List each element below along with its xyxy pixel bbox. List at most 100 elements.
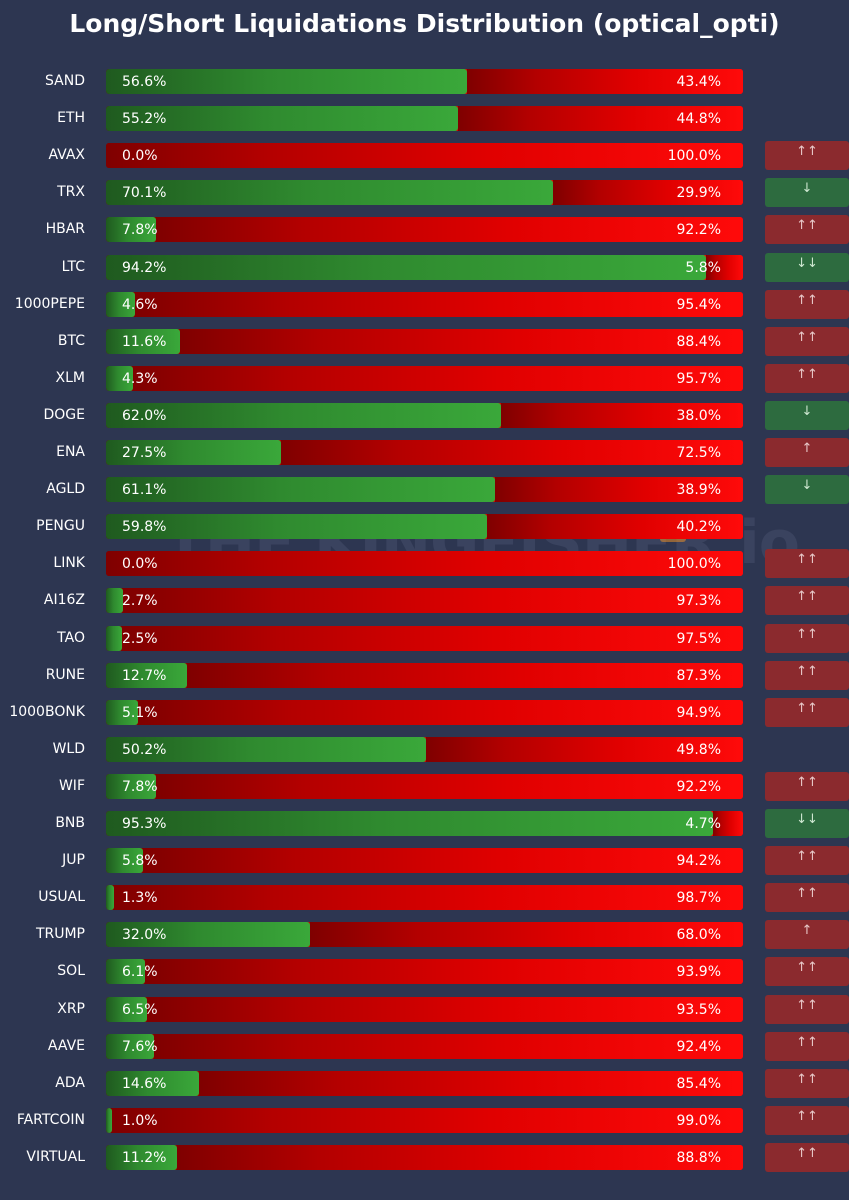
short-percent-label: 93.5% (676, 1002, 721, 1018)
liquidation-bar: 5.8% 94.2% (106, 848, 743, 873)
liquidation-bar: 55.2% 44.8% (106, 106, 743, 131)
short-bar-segment (281, 440, 743, 465)
liquidation-row: WIF 7.8% 92.2% ↑↑ (0, 772, 849, 801)
signal-up-badge: ↑↑ (765, 1106, 849, 1135)
long-percent-label: 56.6% (122, 74, 167, 90)
liquidation-row: WLD 50.2% 49.8% (0, 737, 849, 762)
category-label: USUAL (38, 889, 85, 905)
short-bar-segment (706, 255, 743, 280)
short-bar-segment (713, 811, 743, 836)
long-bar-segment (106, 588, 123, 613)
signal-up-badge: ↑↑ (765, 624, 849, 653)
long-bar-segment (106, 737, 426, 762)
category-label: WLD (52, 741, 85, 757)
short-bar-segment (133, 366, 743, 391)
long-percent-label: 5.1% (122, 705, 158, 721)
short-percent-label: 44.8% (676, 111, 721, 127)
short-bar-segment (495, 477, 743, 502)
short-bar-segment (112, 1108, 743, 1133)
long-percent-label: 70.1% (122, 185, 167, 201)
category-label: TAO (57, 630, 85, 646)
short-percent-label: 87.3% (676, 668, 721, 684)
liquidation-row: DOGE 62.0% 38.0% ↓ (0, 401, 849, 430)
short-percent-label: 29.9% (676, 185, 721, 201)
liquidation-bar: 6.1% 93.9% (106, 959, 743, 984)
long-percent-label: 14.6% (122, 1076, 167, 1092)
liquidation-row: SOL 6.1% 93.9% ↑↑ (0, 957, 849, 986)
signal-up-badge: ↑↑ (765, 364, 849, 393)
liquidation-bar: 0.0% 100.0% (106, 551, 743, 576)
long-percent-label: 2.7% (122, 593, 158, 609)
short-bar-segment (177, 1145, 743, 1170)
liquidation-bar: 32.0% 68.0% (106, 922, 743, 947)
liquidation-row: SAND 56.6% 43.4% (0, 69, 849, 94)
liquidation-bar: 2.7% 97.3% (106, 588, 743, 613)
short-bar-segment (501, 403, 743, 428)
liquidation-bar: 62.0% 38.0% (106, 403, 743, 428)
liquidation-row: AVAX 0.0% 100.0% ↑↑ (0, 141, 849, 170)
liquidation-bar: 95.3% 4.7% (106, 811, 743, 836)
long-bar-segment (106, 885, 114, 910)
liquidation-bar: 50.2% 49.8% (106, 737, 743, 762)
long-percent-label: 94.2% (122, 260, 167, 276)
long-bar-segment (106, 180, 553, 205)
short-percent-label: 95.7% (676, 371, 721, 387)
category-label: FARTCOIN (16, 1112, 85, 1128)
liquidation-row: PENGU 59.8% 40.2% (0, 514, 849, 539)
long-percent-label: 59.8% (122, 519, 167, 535)
category-label: TRX (57, 184, 85, 200)
signal-down-badge: ↓ (765, 401, 849, 430)
long-percent-label: 0.0% (122, 148, 158, 164)
short-bar-segment (143, 848, 743, 873)
short-bar-segment (467, 69, 743, 94)
short-percent-label: 38.9% (676, 482, 721, 498)
short-percent-label: 92.2% (676, 222, 721, 238)
long-bar-segment (106, 292, 135, 317)
short-percent-label: 97.5% (676, 631, 721, 647)
liquidation-bar: 5.1% 94.9% (106, 700, 743, 725)
signal-up-badge: ↑↑ (765, 957, 849, 986)
long-percent-label: 7.8% (122, 779, 158, 795)
liquidation-bar: 70.1% 29.9% (106, 180, 743, 205)
category-label: AVAX (48, 147, 85, 163)
short-bar-segment (426, 737, 743, 762)
category-label: HBAR (45, 221, 85, 237)
long-bar-segment (106, 774, 156, 799)
liquidation-row: 1000PEPE 4.6% 95.4% ↑↑ (0, 290, 849, 319)
short-percent-label: 88.8% (676, 1150, 721, 1166)
liquidation-row: BTC 11.6% 88.4% ↑↑ (0, 327, 849, 356)
signal-up-badge: ↑↑ (765, 549, 849, 578)
long-bar-segment (106, 106, 458, 131)
liquidation-row: XLM 4.3% 95.7% ↑↑ (0, 364, 849, 393)
long-percent-label: 55.2% (122, 111, 167, 127)
long-bar-segment (106, 440, 281, 465)
signal-up-badge: ↑↑ (765, 1032, 849, 1061)
short-percent-label: 99.0% (676, 1113, 721, 1129)
short-percent-label: 93.9% (676, 964, 721, 980)
short-percent-label: 85.4% (676, 1076, 721, 1092)
signal-up-badge: ↑↑ (765, 661, 849, 690)
short-bar-segment (123, 588, 743, 613)
short-percent-label: 98.7% (676, 890, 721, 906)
long-bar-segment (106, 811, 713, 836)
signal-up-badge: ↑ (765, 438, 849, 467)
long-bar-segment (106, 69, 467, 94)
long-percent-label: 6.5% (122, 1002, 158, 1018)
category-label: TRUMP (35, 926, 85, 942)
liquidation-bar: 56.6% 43.4% (106, 69, 743, 94)
liquidation-row: JUP 5.8% 94.2% ↑↑ (0, 846, 849, 875)
liquidation-bar: 0.0% 100.0% (106, 143, 743, 168)
short-percent-label: 95.4% (676, 297, 721, 313)
category-label: SAND (45, 73, 85, 89)
long-percent-label: 11.6% (122, 334, 167, 350)
long-percent-label: 12.7% (122, 668, 167, 684)
short-percent-label: 40.2% (676, 519, 721, 535)
short-bar-segment (180, 329, 743, 354)
signal-up-badge: ↑↑ (765, 141, 849, 170)
category-label: XRP (57, 1001, 85, 1017)
liquidation-row: AI16Z 2.7% 97.3% ↑↑ (0, 586, 849, 615)
long-bar-segment (106, 255, 706, 280)
short-bar-segment (145, 959, 743, 984)
liquidation-row: AGLD 61.1% 38.9% ↓ (0, 475, 849, 504)
